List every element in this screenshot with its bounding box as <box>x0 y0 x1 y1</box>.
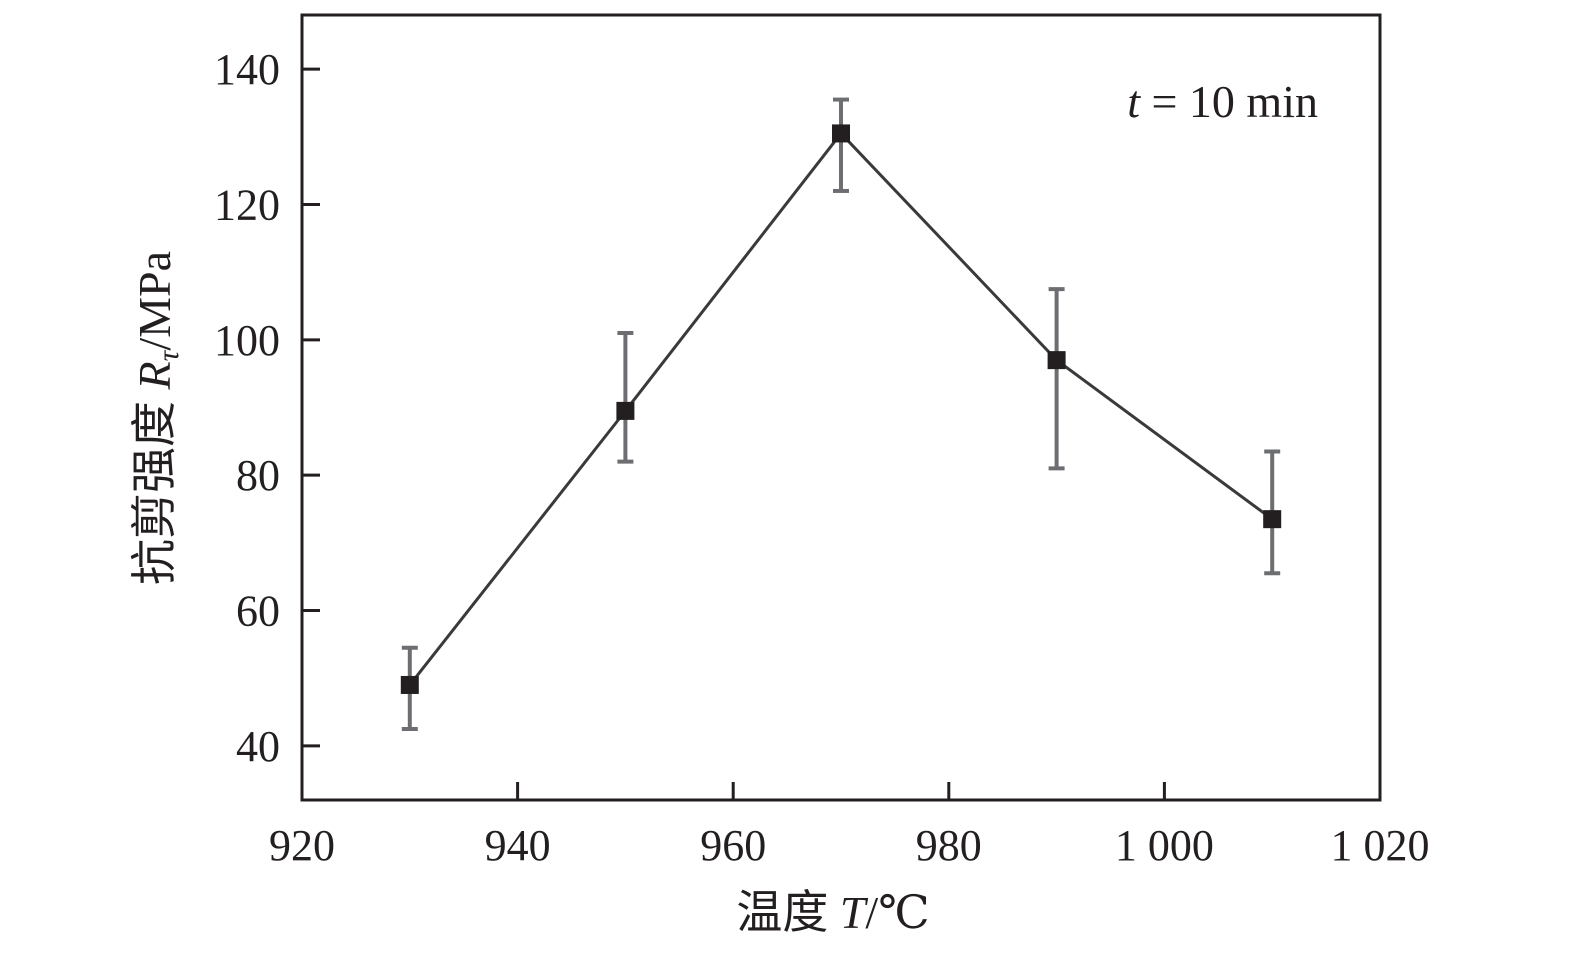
x-tick-label: 940 <box>485 821 551 870</box>
data-point <box>1263 510 1282 529</box>
x-tick-label: 980 <box>916 821 982 870</box>
data-point <box>832 124 850 143</box>
x-tick-label: 920 <box>269 821 335 870</box>
series-polyline <box>408 131 1274 686</box>
x-axis-label: 温度 T/℃ <box>736 887 929 938</box>
x-tick-label: 1 020 <box>1331 821 1430 870</box>
data-point <box>616 401 635 420</box>
data-point <box>1047 351 1066 370</box>
error-bars <box>401 97 1281 731</box>
y-axis-label: 抗剪强度 Rτ/MPa <box>129 251 185 585</box>
data-markers <box>400 124 1282 694</box>
y-tick-label: 100 <box>214 316 280 365</box>
x-tick-label: 960 <box>700 821 766 870</box>
y-tick-label: 60 <box>236 587 280 636</box>
y-tick-label: 140 <box>214 45 280 94</box>
axes: 920 940 960 980 1 000 1 020 40 60 80 100 120 140 <box>214 45 1430 870</box>
plot-frame <box>300 13 1382 802</box>
annotation: t = 10 min <box>1127 76 1318 127</box>
y-tick-label: 120 <box>214 180 280 229</box>
data-point <box>400 675 419 694</box>
y-tick-label: 40 <box>236 722 280 771</box>
y-tick-label: 80 <box>236 451 280 500</box>
series-line <box>408 131 1274 686</box>
x-tick-label: 1 000 <box>1115 821 1214 870</box>
